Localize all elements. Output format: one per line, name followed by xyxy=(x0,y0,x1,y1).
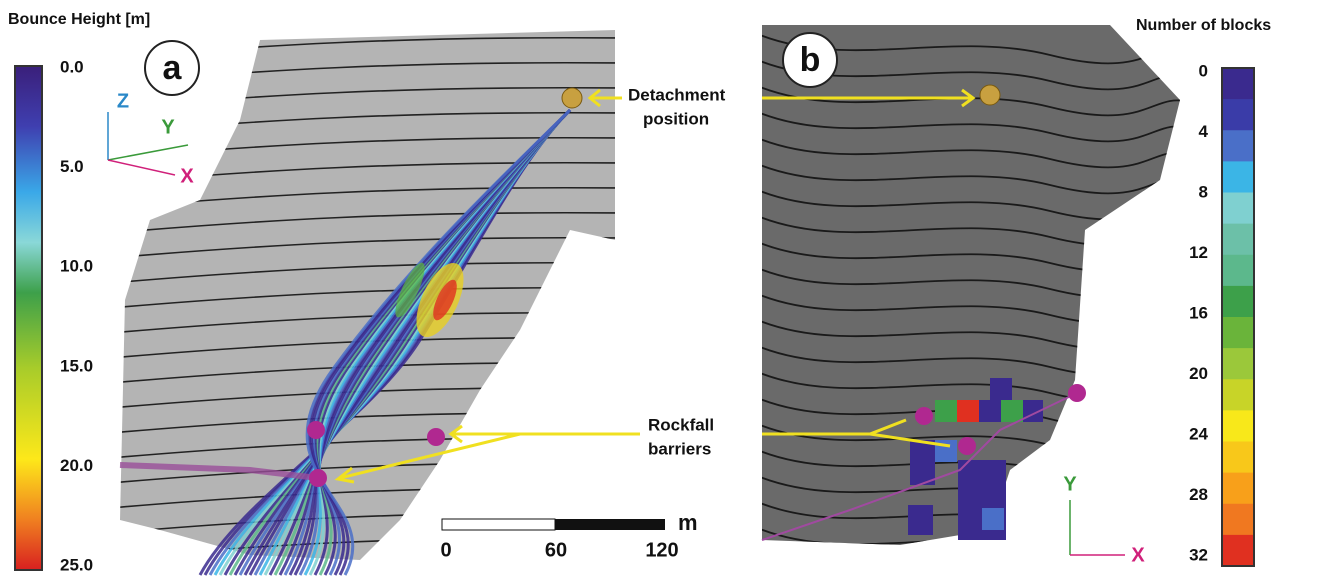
colorbar-tick-label: 4 xyxy=(1199,122,1209,141)
barrier-point xyxy=(958,437,976,455)
axis-name: Z xyxy=(117,90,129,112)
axis-y xyxy=(108,145,188,160)
colorbar-tick-label: 16 xyxy=(1189,303,1208,322)
colorbar-band xyxy=(1222,130,1254,162)
scale-label: 0 xyxy=(440,539,451,561)
colorbar-band xyxy=(1222,224,1254,256)
colorbar-tick-label: 0.0 xyxy=(60,57,84,76)
colorbar-tick-label: 20.0 xyxy=(60,456,93,475)
colorbar-ticks: 0.0 5.0 10.0 15.0 20.0 25.0 xyxy=(60,57,93,574)
axis-name: X xyxy=(180,165,194,187)
terrain-a xyxy=(120,30,615,560)
scale-unit: m xyxy=(678,510,698,535)
axis-name: Y xyxy=(161,116,175,138)
colorbar-title: Number of blocks xyxy=(1136,17,1271,34)
colorbar-band xyxy=(1222,193,1254,225)
barrier-point xyxy=(309,469,327,487)
cell xyxy=(957,400,979,422)
scale-bar xyxy=(442,519,555,530)
annotation: Detachment xyxy=(628,85,726,104)
colorbar-band xyxy=(1222,317,1254,349)
contour xyxy=(110,563,620,582)
cell xyxy=(908,505,933,535)
detachment-point xyxy=(562,88,582,108)
barrier-point xyxy=(307,421,325,439)
cell xyxy=(935,400,957,422)
scale-bar xyxy=(555,519,665,530)
colorbar-tick-label: 28 xyxy=(1189,485,1208,504)
colorbar-title: Bounce Height [m] xyxy=(8,11,150,28)
colorbar-band xyxy=(1222,68,1254,100)
colorbar-band xyxy=(1222,286,1254,318)
scale-label: 120 xyxy=(645,539,678,561)
colorbar-tick-label: 20 xyxy=(1189,364,1208,383)
colorbar-band xyxy=(1222,535,1254,567)
axis-name: Y xyxy=(1063,473,1077,495)
colorbar-tick-label: 5.0 xyxy=(60,157,84,176)
annotation: Rockfall xyxy=(648,415,714,434)
colorbar-tick-label: 8 xyxy=(1199,182,1208,201)
colorbar-band xyxy=(1222,255,1254,287)
colorbar xyxy=(1222,68,1254,567)
panel-label: b xyxy=(800,41,821,79)
barrier-point xyxy=(427,428,445,446)
cell xyxy=(990,378,1012,400)
colorbar-tick-label: 0 xyxy=(1199,61,1208,80)
detachment-point xyxy=(980,85,1000,105)
colorbar-tick-label: 10.0 xyxy=(60,257,93,276)
cell xyxy=(910,440,935,485)
cell xyxy=(982,508,1004,530)
colorbar-tick-label: 15.0 xyxy=(60,356,93,375)
scale-label: 60 xyxy=(545,539,567,561)
colorbar-band xyxy=(1222,99,1254,131)
cell xyxy=(979,400,1001,422)
colorbar-band xyxy=(1222,161,1254,193)
annotation: barriers xyxy=(648,439,711,458)
colorbar-band xyxy=(1222,410,1254,442)
colorbar-band xyxy=(1222,348,1254,380)
barrier-point xyxy=(1068,384,1086,402)
cell xyxy=(1001,400,1023,422)
barrier-point xyxy=(915,407,933,425)
colorbar-tick-label: 24 xyxy=(1189,424,1208,443)
colorbar-band xyxy=(1222,379,1254,411)
panel-label: a xyxy=(163,49,183,87)
colorbar-band xyxy=(1222,442,1254,474)
axis-name: X xyxy=(1131,544,1145,566)
axes-glyph-a xyxy=(108,112,188,175)
colorbar-band xyxy=(1222,504,1254,536)
axis-x xyxy=(108,160,175,175)
colorbar-band xyxy=(1222,473,1254,505)
colorbar-tick-label: 32 xyxy=(1189,545,1208,564)
axes-glyph-b xyxy=(1070,500,1125,555)
colorbar-tick-label: 25.0 xyxy=(60,555,93,574)
colorbar xyxy=(15,66,42,570)
figure: a b Detachment position Rockfall barrier… xyxy=(0,0,1320,582)
annotation: position xyxy=(643,109,709,128)
colorbar-ticks: 0 4 8 12 16 20 24 28 32 xyxy=(1189,61,1208,564)
colorbar-tick-label: 12 xyxy=(1189,243,1208,262)
